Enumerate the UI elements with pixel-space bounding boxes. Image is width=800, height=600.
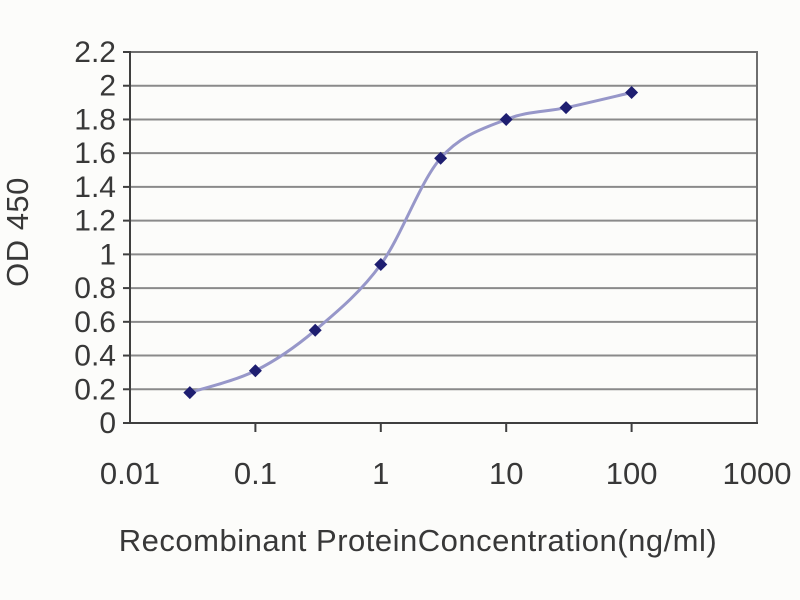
y-tick-label: 0.8 xyxy=(74,272,116,305)
y-tick-label: 0.4 xyxy=(74,340,116,373)
x-tick-label: 10 xyxy=(489,456,523,491)
x-axis-title: Recombinant ProteinConcentration(ng/ml) xyxy=(119,523,717,558)
y-tick-label: 2.2 xyxy=(74,36,116,69)
x-tick-label: 1 xyxy=(372,456,389,491)
y-tick-label: 1.2 xyxy=(74,205,116,238)
data-point-marker xyxy=(308,323,322,337)
data-point-marker xyxy=(183,386,197,400)
x-tick-label: 0.1 xyxy=(234,456,277,491)
data-point-marker xyxy=(559,101,573,115)
x-tick-label: 1000 xyxy=(723,456,792,491)
data-point-marker xyxy=(625,85,639,99)
x-tick-label: 100 xyxy=(606,456,658,491)
y-tick-label: 0.2 xyxy=(74,373,116,406)
plot-border xyxy=(129,51,758,424)
y-tick-label: 1.6 xyxy=(74,137,116,170)
data-point-marker xyxy=(248,364,262,378)
series-line xyxy=(189,91,632,395)
data-point-marker xyxy=(499,112,513,126)
y-tick-label: 1.4 xyxy=(74,171,116,204)
data-point-marker xyxy=(434,151,448,165)
y-axis-title: OD 450 xyxy=(0,177,35,287)
y-tick-label: 2 xyxy=(99,70,116,103)
y-tick-label: 0 xyxy=(99,407,116,440)
plot-area: 00.20.40.60.811.21.41.61.822.20.01 0.1 1 10… xyxy=(74,36,791,491)
data-point-marker xyxy=(374,257,388,271)
x-tick-label: 0.01 xyxy=(100,456,160,491)
y-tick-label: 1 xyxy=(99,238,116,271)
y-tick-label: 0.6 xyxy=(74,306,116,339)
y-tick-label: 1.8 xyxy=(74,103,116,136)
